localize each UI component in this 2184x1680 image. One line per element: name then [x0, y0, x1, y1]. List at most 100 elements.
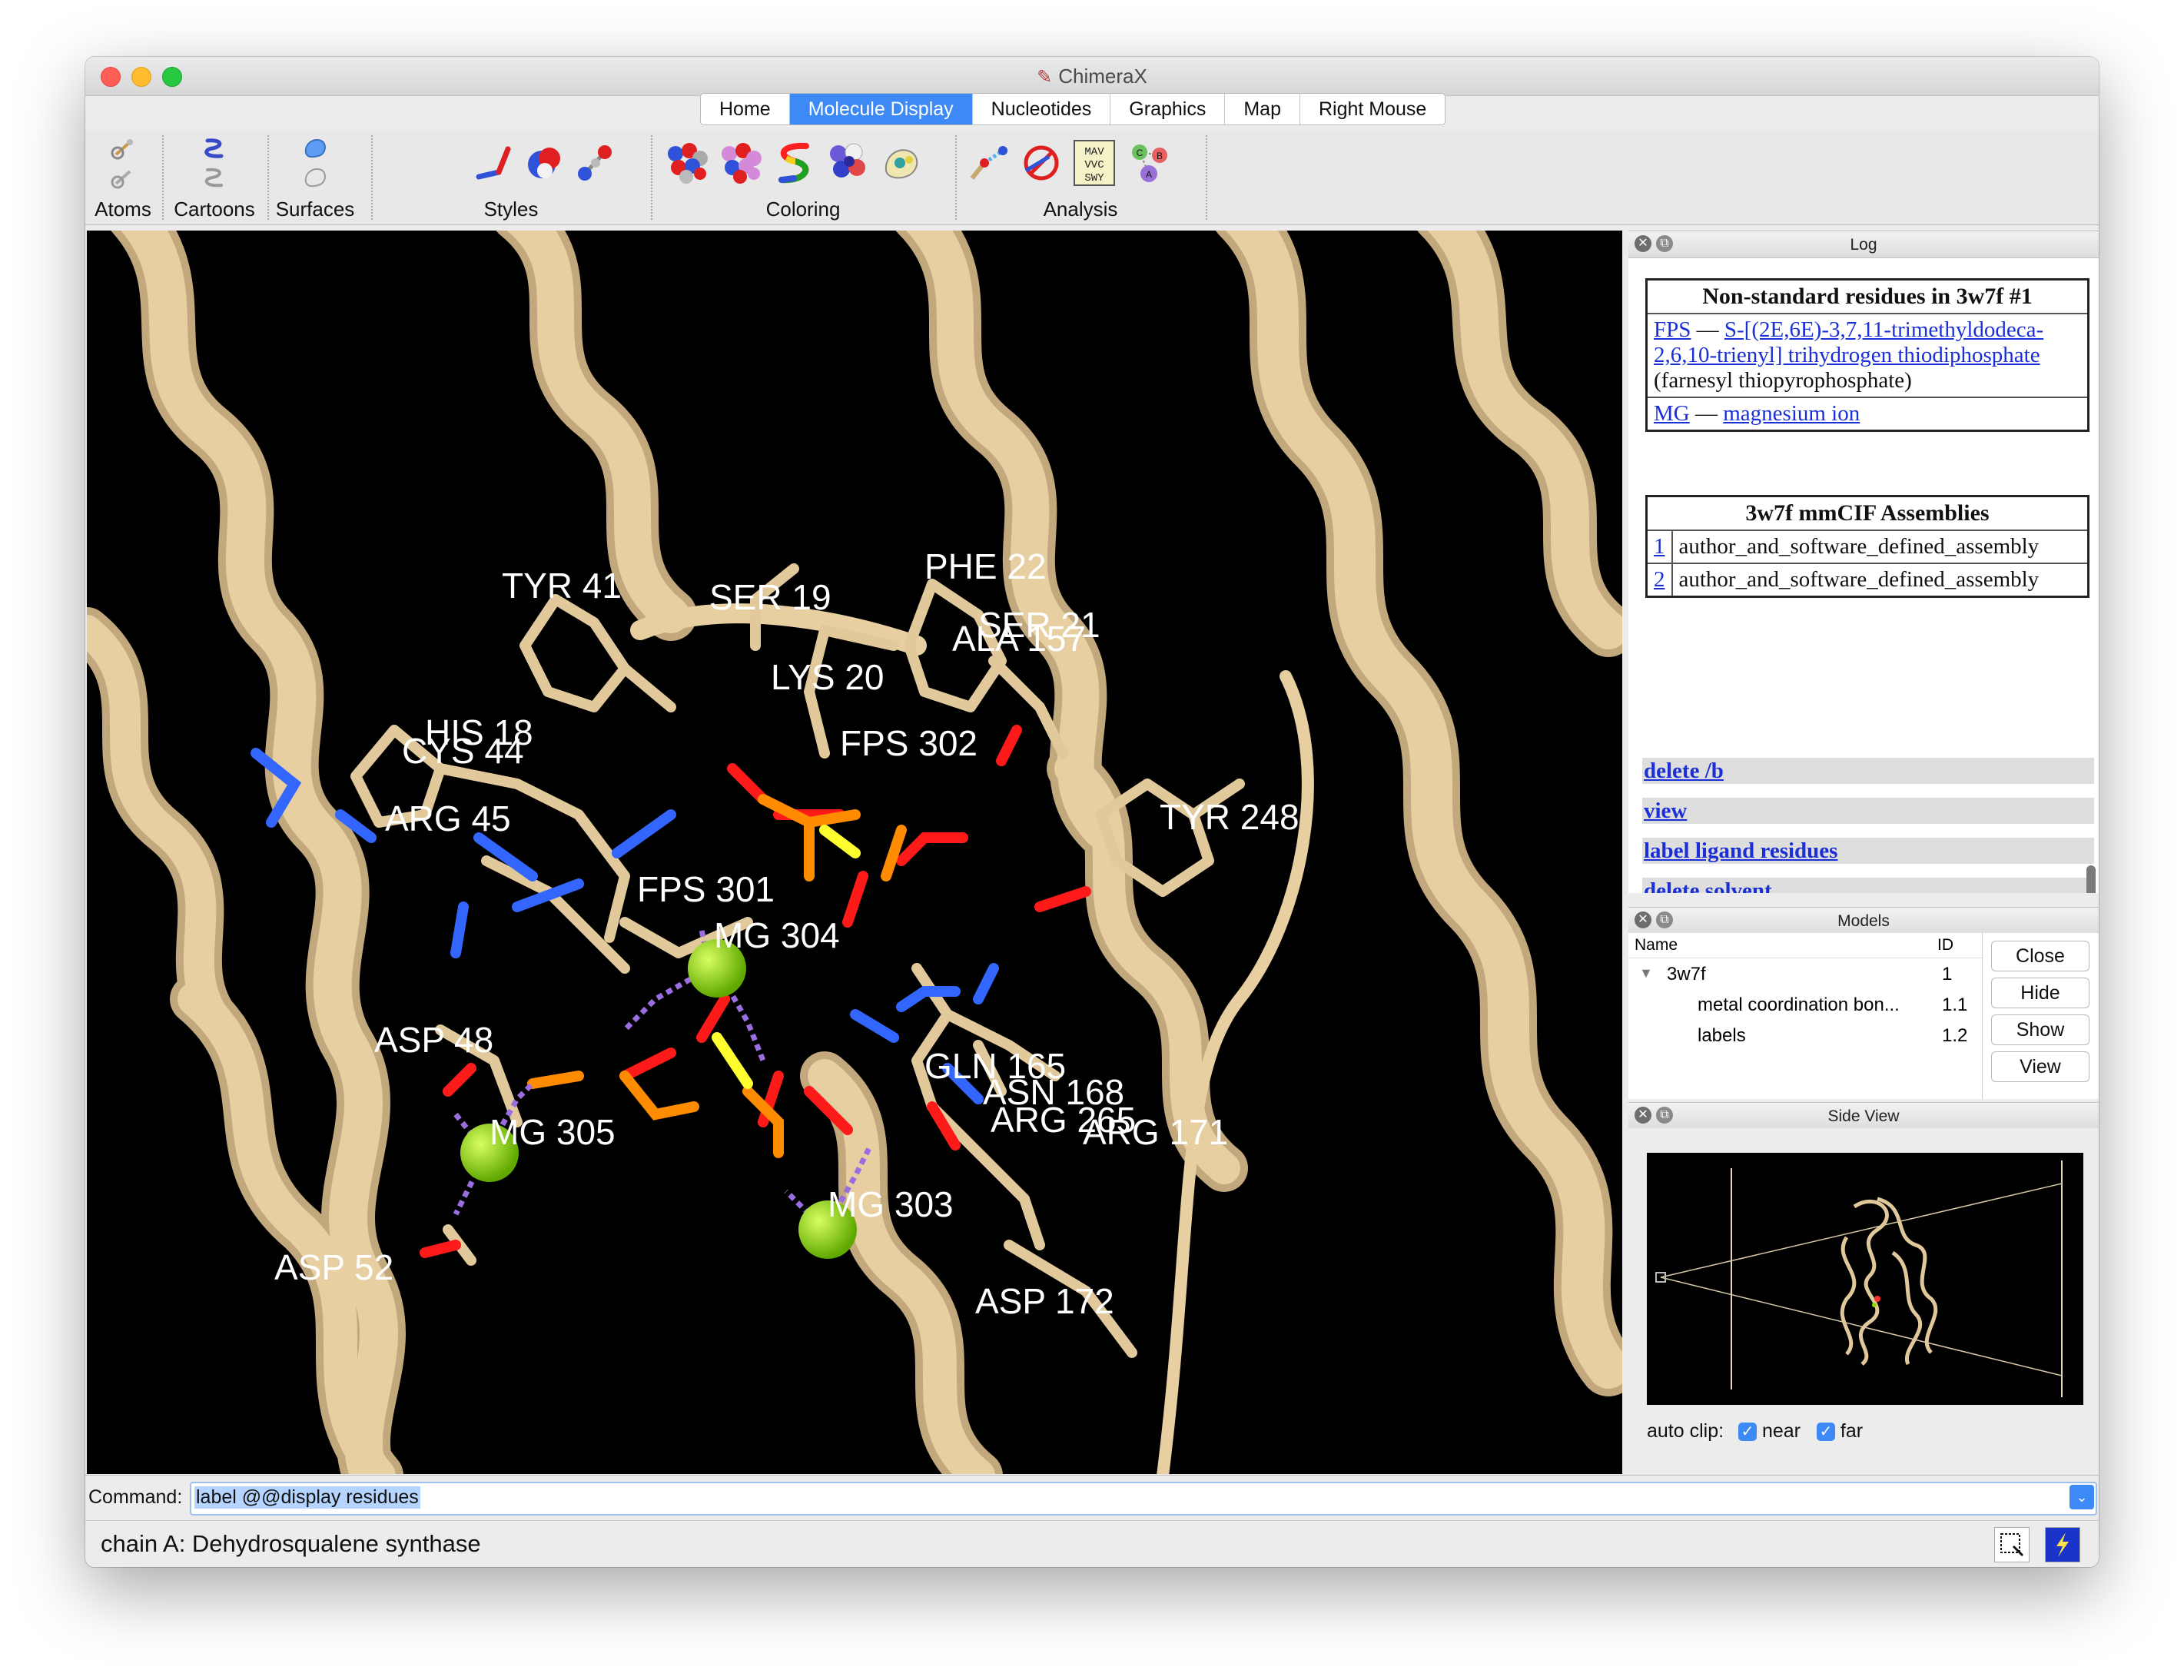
clashes-icon[interactable] [1018, 140, 1066, 186]
log-command-link[interactable]: delete /b [1642, 758, 2094, 784]
tab-molecule-display[interactable]: Molecule Display [789, 94, 973, 125]
dash: — [1694, 401, 1718, 426]
residue-label: TYR 41 [502, 566, 622, 606]
title-bar: ✎ ChimeraX [85, 57, 2099, 96]
window-maximize-button[interactable] [162, 67, 182, 87]
log-command-link[interactable]: label ligand residues [1642, 838, 2094, 864]
close-panel-icon[interactable]: ✕ [1635, 911, 1651, 928]
assembly-1-link[interactable]: 1 [1654, 534, 1665, 559]
nonstandard-residues-header: Non-standard residues in 3w7f #1 [1645, 278, 2089, 314]
fps-name-link[interactable]: S-[(2E,6E)-3,7,11-trimethyldodeca-2,6,10… [1654, 317, 2044, 367]
side-chains [350, 563, 1245, 1358]
model-row-name[interactable]: 3w7f [1667, 964, 1706, 984]
rainbow-coloring-icon[interactable] [771, 140, 818, 186]
nitrogen-atoms [251, 748, 999, 1104]
fps-link[interactable]: FPS [1654, 317, 1691, 342]
hide-cartoons-icon[interactable] [199, 164, 230, 191]
undock-panel-icon[interactable]: ⧉ [1656, 911, 1673, 928]
tab-right-mouse[interactable]: Right Mouse [1318, 98, 1427, 120]
mg-name-link[interactable]: magnesium ion [1723, 401, 1860, 426]
log-panel-header: ✕ ⧉ Log [1628, 231, 2099, 258]
model-row-id: 1.1 [1942, 994, 1968, 1015]
tab-home[interactable]: Home [701, 94, 790, 125]
residue-label: MG 303 [828, 1184, 954, 1224]
residue-label: ASP 52 [274, 1247, 394, 1287]
sequence-icon-row-1: MAV [1084, 146, 1104, 158]
chain-icon-c: C [1137, 148, 1143, 158]
graphics-fast-icon[interactable] [2045, 1527, 2080, 1562]
show-atoms-icon[interactable] [108, 135, 139, 161]
model-row-id: 1 [1942, 964, 1953, 984]
tab-nucleotides[interactable]: Nucleotides [973, 94, 1111, 125]
color-by-heteroatom-icon[interactable] [717, 140, 765, 186]
residue-label: ALA 157 [952, 619, 1086, 659]
table-row: 1 author_and_software_defined_assembly [1645, 530, 2089, 564]
chimerax-window: ✎ ChimeraX Home Molecule Display Nucleoti… [85, 57, 2099, 1567]
mg-304-sphere[interactable] [688, 939, 746, 998]
mg-303-sphere[interactable] [798, 1200, 857, 1259]
close-panel-icon[interactable]: ✕ [1635, 235, 1651, 252]
mg-link[interactable]: MG [1654, 401, 1690, 426]
command-input[interactable]: label @@display residues ⌄ [190, 1482, 2097, 1516]
show-cartoons-icon[interactable] [199, 135, 230, 161]
sphere-style-icon[interactable] [523, 141, 566, 184]
phosphorus-atoms [527, 794, 907, 1158]
chain-icon-a: A [1146, 169, 1152, 180]
color-by-element-icon[interactable] [663, 140, 711, 186]
undock-panel-icon[interactable]: ⧉ [1656, 1107, 1673, 1124]
undock-panel-icon[interactable]: ⧉ [1656, 235, 1673, 252]
tab-graphics[interactable]: Graphics [1110, 94, 1226, 125]
tab-map[interactable]: Map [1225, 94, 1300, 125]
close-panel-icon[interactable]: ✕ [1635, 1107, 1651, 1124]
model-row-name[interactable]: labels [1698, 1025, 1746, 1046]
graphics-viewport[interactable]: TYR 41 SER 19 PHE 22 SER 21 ALA 157 LYS … [87, 231, 1622, 1474]
hide-atoms-icon[interactable] [108, 164, 139, 191]
chain-icon-b: B [1157, 151, 1163, 161]
stick-style-icon[interactable] [473, 141, 516, 184]
sequence-icon[interactable]: MAV VVC SWY [1072, 138, 1117, 188]
log-command-text: delete solvent [1644, 878, 1772, 893]
assembly-2-link[interactable]: 2 [1654, 567, 1665, 592]
show-surfaces-icon[interactable] [300, 135, 330, 161]
ball-and-stick-style-icon[interactable] [574, 141, 617, 184]
toolbar-separator [267, 135, 269, 220]
near-checkbox[interactable]: ✓ [1738, 1423, 1757, 1442]
molecule-thumbnail [1840, 1197, 1938, 1366]
models-list[interactable]: Name ID ▼ 3w7f 1 metal coordination bon.… [1628, 933, 1983, 1099]
log-command-link[interactable]: delete solvent [1642, 878, 2094, 893]
window-title-text: ChimeraX [1058, 65, 1147, 88]
assemblies-table: 3w7f mmCIF Assemblies 1 author_and_softw… [1645, 495, 2089, 598]
side-view-canvas[interactable] [1647, 1153, 2083, 1405]
toolbar-separator [651, 135, 652, 220]
window-minimize-button[interactable] [131, 67, 151, 87]
window-close-button[interactable] [101, 67, 121, 87]
status-text: chain A: Dehydrosqualene synthase [101, 1530, 481, 1557]
close-model-button[interactable]: Close [1991, 941, 2089, 971]
color-by-chain-icon[interactable] [825, 140, 872, 186]
name-column-header: Name [1635, 936, 1678, 954]
hide-surfaces-icon[interactable] [300, 164, 330, 191]
model-row-name[interactable]: metal coordination bon... [1698, 994, 1900, 1015]
far-checkbox[interactable]: ✓ [1816, 1423, 1835, 1442]
view-model-button[interactable]: View [1991, 1051, 2089, 1082]
camera-icon[interactable] [1655, 1272, 1666, 1283]
hbonds-icon[interactable] [964, 140, 1012, 186]
color-by-polymer-icon[interactable] [878, 140, 926, 186]
surfaces-group-label: Surfaces [275, 198, 355, 221]
assemblies-header: 3w7f mmCIF Assemblies [1645, 495, 2089, 531]
mg-305-sphere[interactable] [460, 1124, 519, 1182]
residue-label: PHE 22 [924, 546, 1047, 586]
selection-inspector-icon[interactable] [1994, 1527, 2030, 1562]
log-scrollbar[interactable] [2086, 865, 2096, 893]
log-panel[interactable]: Non-standard residues in 3w7f #1 FPS — S… [1628, 258, 2099, 893]
residue-label: FPS 301 [637, 869, 775, 909]
show-model-button[interactable]: Show [1991, 1014, 2089, 1045]
hide-model-button[interactable]: Hide [1991, 978, 2089, 1008]
log-command-link[interactable]: view [1642, 798, 2094, 824]
disclosure-triangle-icon[interactable]: ▼ [1639, 965, 1653, 981]
window-title: ✎ ChimeraX [85, 65, 2099, 88]
command-history-dropdown-icon[interactable]: ⌄ [2069, 1485, 2094, 1509]
cartoons-group: Cartoons [164, 131, 265, 224]
